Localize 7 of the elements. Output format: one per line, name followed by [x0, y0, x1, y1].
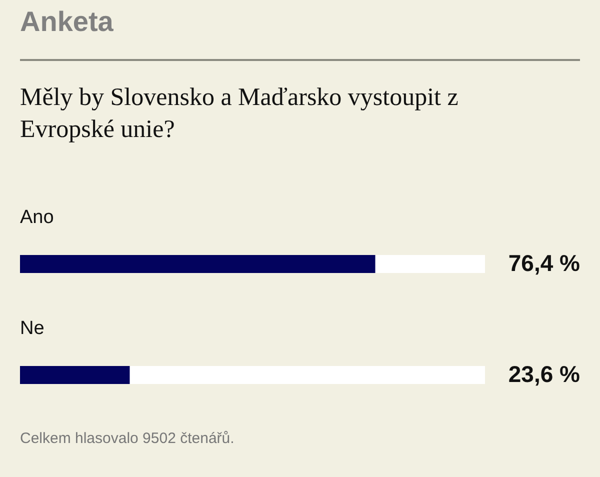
data-label: 23,6 % — [508, 361, 580, 387]
text: Celkem hlasovalo 9502 čtenářů. — [20, 430, 234, 447]
chart-subtitle: Měly by Slovensko a Maďarsko vystoupit z Evropské unie? — [20, 84, 458, 143]
data-label: 76,4 % — [508, 250, 580, 276]
chart-title: Anketa — [20, 6, 114, 37]
y-tick-label: Ne — [20, 318, 44, 339]
y-tick-label: Ano — [20, 207, 54, 228]
